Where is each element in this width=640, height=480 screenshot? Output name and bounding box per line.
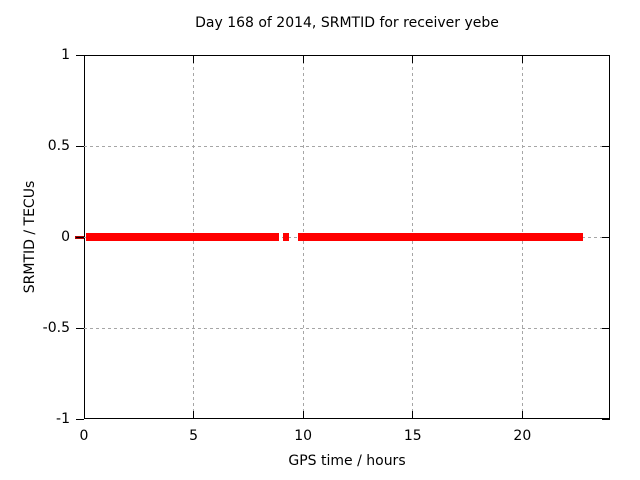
x-tick-label: 20	[513, 428, 532, 444]
x-tick-top	[302, 55, 304, 63]
y-tick-left	[76, 327, 84, 329]
x-tick-label: 0	[79, 428, 89, 444]
x-tick-top	[83, 55, 85, 63]
x-tick-bottom	[302, 411, 304, 419]
x-tick-label: 10	[294, 428, 313, 444]
plot-area: 0 5 10 15 20 1 0.5 0 -0.5 -1	[43, 47, 610, 444]
y-axis-label: SRMTID / TECUs	[22, 180, 38, 294]
x-tick-top	[193, 55, 195, 63]
chart-title: Day 168 of 2014, SRMTID for receiver yeb…	[195, 15, 499, 31]
x-tick-bottom	[193, 411, 195, 419]
x-tick-label: 5	[189, 428, 199, 444]
data-line-segment	[283, 233, 289, 241]
y-tick-right	[602, 418, 610, 420]
y-tick-left	[76, 54, 84, 56]
y-tick-left	[76, 145, 84, 147]
x-tick-bottom	[83, 411, 85, 419]
x-tick-label: 15	[403, 428, 422, 444]
y-tick-right	[602, 236, 610, 238]
y-tick-right	[602, 327, 610, 329]
y-tick-right	[602, 54, 610, 56]
y-tick-label: 0	[61, 229, 70, 245]
x-tick-bottom	[521, 411, 523, 419]
y-tick-label: -1	[56, 411, 70, 427]
data-line-segment	[85, 233, 280, 241]
data-line-segment	[298, 233, 584, 241]
y-tick-right	[602, 145, 610, 147]
horizontal-gridline	[84, 145, 610, 147]
x-tick-top	[521, 55, 523, 63]
y-tick-label: 0.5	[47, 138, 70, 154]
x-tick-top	[412, 55, 414, 63]
y-tick-left	[76, 236, 84, 238]
y-tick-label: -0.5	[42, 320, 70, 336]
horizontal-gridline	[84, 327, 610, 329]
y-tick-left	[76, 418, 84, 420]
x-tick-bottom	[412, 411, 414, 419]
y-tick-label: 1	[61, 47, 70, 63]
x-axis-label: GPS time / hours	[288, 453, 406, 469]
